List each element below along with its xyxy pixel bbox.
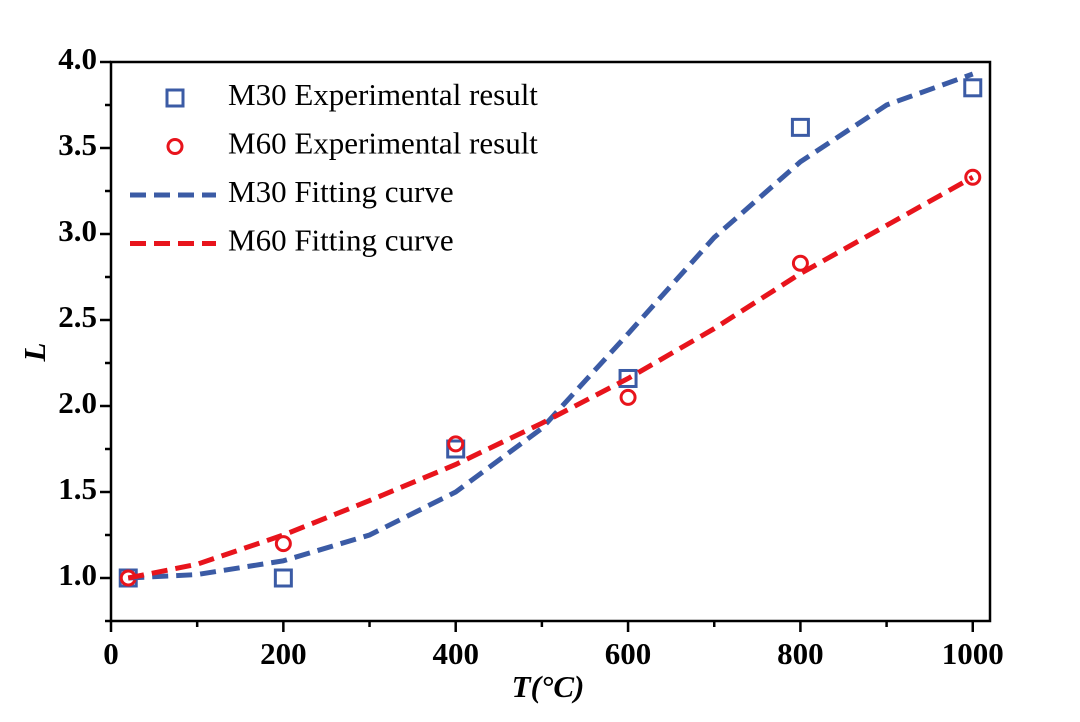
y-tick-label: 1.5 [58,471,97,506]
x-tick-label: 600 [605,636,652,671]
legend-marker [165,88,185,108]
y-axis-label: L [17,343,52,363]
data-point [619,388,637,406]
legend-marker [166,138,184,155]
data-point [274,535,292,553]
x-tick-label: 200 [260,636,307,671]
x-tick-label: 0 [103,636,119,671]
data-point [618,368,638,388]
fit-curve [127,175,974,581]
x-tick-label: 400 [432,636,479,671]
legend-label: M60 Experimental result [228,126,538,161]
y-tick-label: 3.0 [58,213,97,248]
legend-label: M60 Fitting curve [228,223,454,258]
y-tick-label: 2.5 [58,299,97,334]
data-point [790,117,810,137]
legend-label: M30 Experimental result [228,77,538,112]
data-point [273,568,293,588]
data-point [963,78,983,98]
y-tick-label: 2.0 [58,385,97,420]
x-tick-label: 800 [777,636,824,671]
data-point [447,435,465,453]
y-tick-label: 3.5 [58,127,97,162]
x-tick-label: 1000 [942,636,1004,671]
y-tick-label: 4.0 [58,41,97,76]
data-point [964,168,982,186]
data-point [791,254,809,272]
y-tick-label: 1.0 [58,557,97,592]
plot-frame [109,60,992,623]
data-point [446,439,466,459]
legend-label: M30 Fitting curve [228,174,454,209]
fit-curve [128,71,974,581]
x-axis-label: T(°C) [512,669,585,704]
